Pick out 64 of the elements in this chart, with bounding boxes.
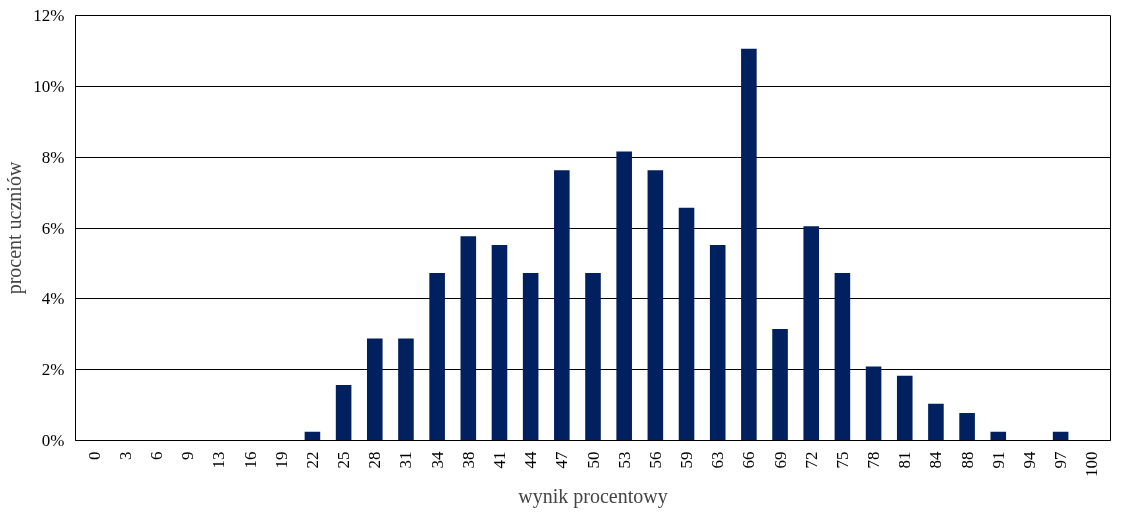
x-tick-label: 41 (489, 451, 509, 469)
x-tick-label: 50 (583, 451, 603, 469)
x-tick-label: 53 (614, 451, 634, 469)
bar (429, 272, 445, 441)
x-tick-label: 31 (396, 451, 416, 469)
x-tick-label: 25 (334, 451, 354, 469)
x-tick-label: 22 (302, 451, 322, 469)
x-tick-label: 72 (801, 451, 821, 469)
x-tick-label: 88 (957, 451, 977, 469)
bar (491, 245, 508, 441)
bar (585, 272, 601, 441)
bar (772, 328, 788, 441)
x-tick-label: 66 (739, 451, 759, 469)
bar (616, 151, 632, 441)
x-tick-label: 19 (271, 451, 291, 469)
x-tick-label: 16 (240, 451, 260, 469)
x-tick-label: 6 (147, 451, 167, 460)
y-tick-label: 0% (41, 431, 65, 450)
y-tick-label: 12% (33, 6, 65, 25)
x-axis-title: wynik procentowy (518, 485, 668, 508)
bar (335, 384, 352, 441)
bar (990, 431, 1007, 441)
bar (834, 272, 851, 441)
x-tick-label: 63 (708, 451, 728, 469)
x-tick-label: 3 (115, 451, 135, 460)
x-tick-label: 28 (365, 451, 385, 469)
x-tick-label: 81 (895, 451, 915, 469)
x-tick-label: 75 (832, 451, 852, 469)
x-tick-label: 91 (988, 451, 1008, 469)
bar (398, 338, 414, 441)
bar (896, 375, 913, 441)
bar (554, 170, 570, 441)
y-tick-label: 4% (41, 289, 65, 309)
x-tick-label: 34 (427, 451, 447, 469)
x-tick-label: 13 (209, 451, 229, 469)
bar (522, 272, 539, 441)
y-tick-label: 6% (41, 218, 65, 238)
x-tick-label: 47 (552, 451, 572, 469)
x-tick-label: 9 (178, 451, 198, 460)
bar (741, 48, 757, 441)
x-tick-label: 38 (458, 451, 478, 469)
y-tick-label: 8% (41, 147, 65, 167)
y-tick-label: 10% (33, 76, 65, 96)
bar (709, 245, 726, 441)
x-tick-label: 100 (1082, 451, 1102, 477)
bar (366, 338, 383, 441)
bar (928, 403, 944, 441)
y-axis-title: procent uczniów (3, 161, 27, 295)
x-tick-label: 0 (84, 451, 104, 460)
y-tick-label: 2% (41, 360, 65, 380)
x-tick-label: 84 (926, 451, 946, 469)
bar (959, 412, 975, 441)
x-tick-label: 94 (1019, 451, 1039, 469)
x-tick-label: 97 (1051, 451, 1071, 469)
x-tick-label: 78 (864, 451, 884, 469)
bar (865, 366, 882, 441)
bar (647, 170, 664, 441)
x-tick-label: 69 (770, 451, 790, 469)
x-tick-label: 44 (521, 451, 541, 469)
bar (803, 226, 820, 441)
bar (678, 207, 695, 441)
x-tick-label: 59 (677, 451, 697, 469)
bar (460, 236, 477, 441)
x-tick-label: 56 (645, 451, 665, 469)
